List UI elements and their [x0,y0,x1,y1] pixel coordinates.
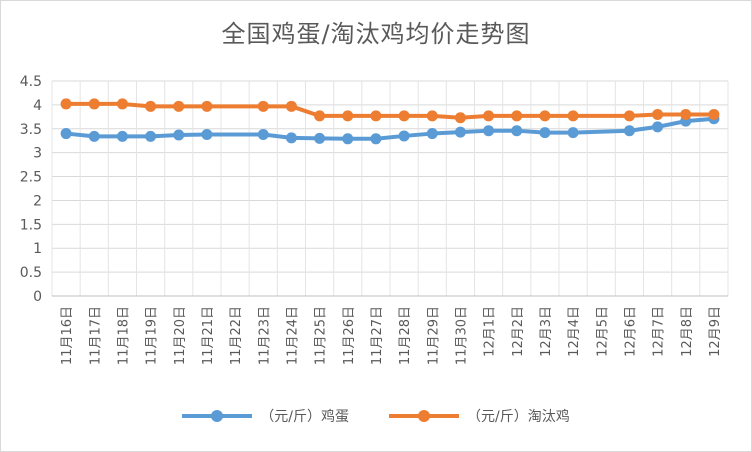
x-tick-label: 12月9日 [708,306,723,357]
data-point [511,110,523,122]
data-point [257,129,269,141]
x-axis-tick-labels: 11月16日 11月17日 11月18日 11月19日 11月20日 11月21日 11月2… [60,306,723,365]
y-tick-label: 3 [33,146,42,162]
data-point [88,98,100,110]
gridlines [51,80,729,297]
data-point [201,129,213,141]
data-point [342,133,354,145]
y-tick-label: 4 [33,98,42,114]
data-point [314,132,326,144]
x-tick-label: 12月1日 [483,306,498,357]
series-lines [60,98,720,145]
x-tick-label: 11月21日 [201,306,216,365]
data-point [483,125,495,137]
x-tick-label: 11月22日 [229,306,244,365]
x-tick-label: 11月26日 [342,306,357,365]
y-tick-label: 0.5 [20,265,42,281]
data-point [454,126,466,138]
data-point [454,112,466,124]
data-point [652,108,664,120]
y-axis-tick-labels: 0 0.5 1 1.5 2 2.5 3 3.5 4 4.5 [20,74,42,305]
data-point [483,110,495,122]
x-tick-label: 12月6日 [623,306,638,357]
x-tick-label: 11月17日 [88,306,103,365]
data-point [680,108,692,120]
data-point [285,132,297,144]
data-point [708,108,720,120]
legend-label: （元/斤）淘汰鸡 [467,409,570,425]
data-point [539,127,551,139]
y-tick-label: 3.5 [20,122,42,138]
x-tick-label: 11月19日 [145,306,160,365]
legend: （元/斤）鸡蛋 （元/斤）淘汰鸡 [0,406,752,426]
y-tick-label: 4.5 [20,74,42,90]
data-point [60,128,72,140]
data-point [652,121,664,133]
data-point [145,100,157,112]
data-point [539,110,551,122]
y-tick-label: 1.5 [20,217,42,233]
x-tick-label: 11月24日 [285,306,300,365]
data-point [145,130,157,142]
y-tick-label: 2 [33,193,42,209]
data-point [623,125,635,137]
data-point [257,100,269,112]
chart-title: 全国鸡蛋/淘汰鸡均价走势图 [221,20,531,48]
data-point [285,100,297,112]
data-point [60,98,72,110]
data-point [314,110,326,122]
x-tick-label: 12月3日 [539,306,554,357]
y-tick-label: 1 [33,241,42,257]
x-tick-label: 11月18日 [116,306,131,365]
data-point [116,130,128,142]
x-tick-label: 12月4日 [567,306,582,357]
data-point [370,133,382,145]
x-tick-label: 11月28日 [398,306,413,365]
data-point [426,128,438,140]
series-line-1 [66,101,714,120]
x-tick-label: 11月27日 [370,306,385,365]
x-tick-label: 11月20日 [173,306,188,365]
legend-swatch [389,410,459,422]
data-point [116,98,128,110]
x-tick-label: 11月16日 [60,306,75,365]
legend-swatch [182,410,253,422]
x-tick-label: 12月5日 [595,306,610,357]
data-point [88,130,100,142]
x-tick-label: 12月8日 [680,306,695,357]
data-point [342,110,354,122]
y-tick-label: 0 [33,289,42,305]
data-point [201,100,213,112]
data-point [567,110,579,122]
x-tick-label: 12月7日 [652,306,667,357]
y-tick-label: 2.5 [20,170,42,186]
legend-item: （元/斤）淘汰鸡 [389,406,570,426]
series-line-0 [65,116,715,141]
data-point [173,100,185,112]
x-tick-label: 11月23日 [257,306,272,365]
legend-item: （元/斤）鸡蛋 [182,406,349,426]
data-point [426,110,438,122]
data-point [567,127,579,139]
data-point [623,110,635,122]
x-tick-label: 11月29日 [426,306,441,365]
x-tick-label: 12月2日 [511,306,526,357]
data-point [398,130,410,142]
x-tick-label: 11月25日 [314,306,329,365]
legend-label: （元/斤）鸡蛋 [260,409,349,425]
x-tick-label: 11月30日 [454,306,469,365]
data-point [370,110,382,122]
data-point [173,129,185,141]
data-point [398,110,410,122]
data-point [511,125,523,137]
